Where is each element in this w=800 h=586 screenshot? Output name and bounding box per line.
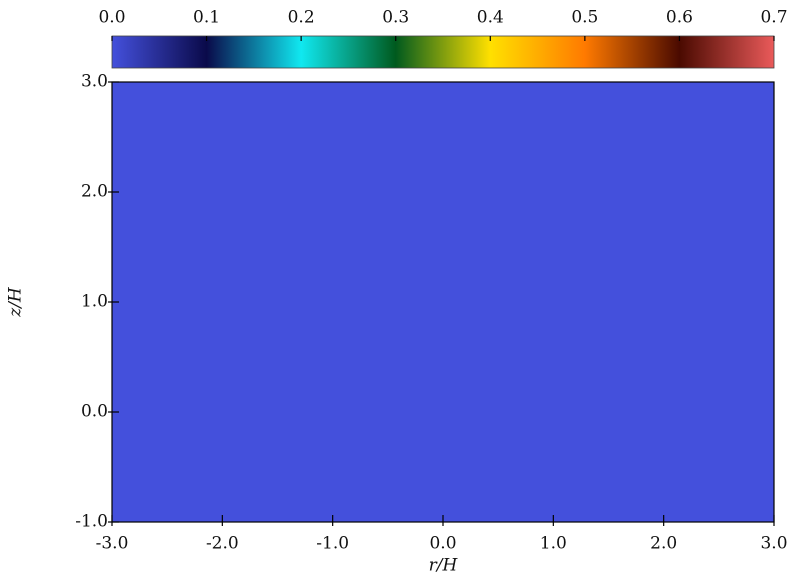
colorbar-tick-label: 0.1 [193, 8, 220, 28]
colorbar-tick-label: 0.0 [98, 8, 125, 28]
x-tick-label: -1.0 [316, 534, 349, 554]
y-tick-label: 1.0 [81, 292, 108, 312]
y-tick-label: 3.0 [81, 72, 108, 92]
x-tick-label: -3.0 [96, 534, 129, 554]
colorbar-tick-label: 0.3 [382, 8, 409, 28]
colorbar-tick-label: 0.6 [666, 8, 693, 28]
x-tick-label: 1.0 [540, 534, 567, 554]
y-axis-label: z/H [6, 286, 26, 318]
y-tick-label: 2.0 [81, 182, 108, 202]
colorbar [111, 35, 775, 69]
x-tick-label: 0.0 [429, 534, 456, 554]
y-tick-label: 0.0 [81, 402, 108, 422]
colorbar-tick-label: 0.2 [288, 8, 315, 28]
x-tick-label: 3.0 [760, 534, 787, 554]
x-axis-label: r/H [429, 556, 459, 576]
heatmap-field [112, 82, 774, 522]
y-tick-label: -1.0 [75, 512, 108, 532]
colorbar-tick-label: 0.4 [477, 8, 504, 28]
colorbar-tick-label: 0.5 [571, 8, 598, 28]
x-tick-label: 2.0 [650, 534, 677, 554]
x-tick-label: -2.0 [206, 534, 239, 554]
colorbar-tick-label: 0.7 [760, 8, 787, 28]
